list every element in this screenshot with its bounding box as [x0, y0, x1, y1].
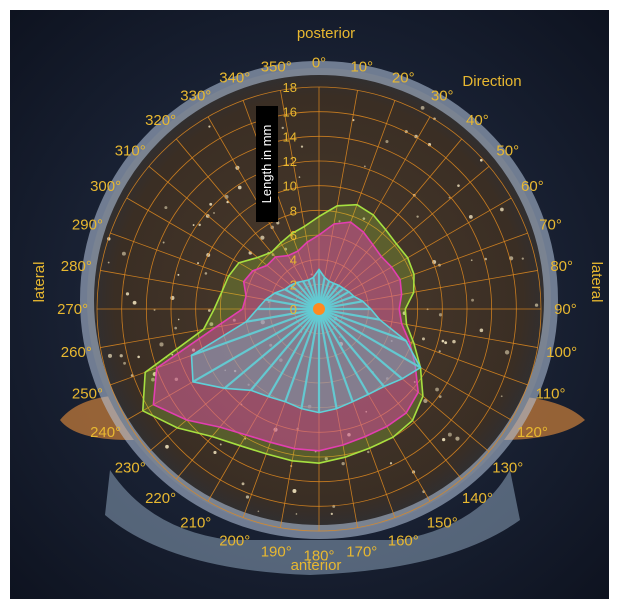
angle-tick-70: 70°	[539, 217, 562, 234]
radial-tick-0: 0	[290, 302, 297, 317]
center-point	[313, 303, 325, 315]
radial-tick-16: 16	[283, 105, 297, 120]
series-0-ray-260	[245, 307, 320, 323]
angle-tick-120: 120°	[517, 424, 548, 441]
angle-tick-170: 170°	[346, 544, 377, 561]
angle-tick-220: 220°	[145, 490, 176, 507]
grid-spoke-320	[175, 138, 320, 310]
angle-tick-90: 90°	[554, 301, 577, 318]
direction-label-right: lateral	[588, 262, 605, 303]
angle-tick-310: 310°	[115, 143, 146, 160]
series-0-ray-300	[284, 288, 320, 310]
angle-tick-50: 50°	[496, 143, 519, 160]
series-0-ray-160	[317, 308, 354, 403]
angle-tick-240: 240°	[90, 424, 121, 441]
radial-tick-18: 18	[283, 80, 297, 95]
radial-tick-12: 12	[283, 154, 297, 169]
angle-tick-150: 150°	[427, 514, 458, 531]
grid-spoke-30	[318, 116, 431, 310]
grid-spoke-340	[242, 100, 320, 310]
series-0-ray-290	[274, 291, 320, 311]
series-0-ray-220	[249, 308, 320, 391]
series-0-ray-190	[300, 308, 321, 409]
angle-tick-330: 330°	[180, 88, 211, 105]
series-layer	[141, 203, 424, 465]
angle-tick-180: 180°	[303, 547, 334, 564]
series-0-ray-150	[318, 308, 370, 395]
series-0-ray-80	[318, 300, 363, 311]
grid-spoke-60	[318, 197, 512, 310]
angle-tick-340: 340°	[219, 69, 250, 86]
radial-axis-label: Length in mm	[259, 125, 274, 204]
angle-tick-10: 10°	[350, 58, 373, 75]
direction-label-top: posterior	[297, 25, 355, 42]
angle-tick-230: 230°	[115, 459, 146, 476]
angle-tick-270: 270°	[57, 301, 88, 318]
series-0-ray-110	[318, 307, 407, 342]
angle-tick-350: 350°	[261, 58, 292, 75]
angle-axis-label: Direction	[462, 73, 521, 90]
radial-tick-6: 6	[290, 228, 297, 243]
angle-tick-60: 60°	[521, 178, 544, 195]
grid-spoke-40	[318, 138, 463, 310]
series-0-ray-140	[318, 308, 385, 388]
radial-tick-14: 14	[283, 129, 297, 144]
series-0-ray-210	[267, 308, 320, 398]
series-2-area	[141, 203, 424, 465]
series-0-ray-240	[192, 308, 320, 383]
angle-tick-20: 20°	[392, 69, 415, 86]
series-0-ray-170	[317, 308, 338, 409]
angle-tick-190: 190°	[261, 544, 292, 561]
grid-spoke-50	[318, 165, 490, 310]
angle-tick-200: 200°	[219, 533, 250, 550]
radial-tick-10: 10	[283, 179, 297, 194]
grid-spoke-350	[280, 90, 320, 310]
angle-tick-300: 300°	[90, 178, 121, 195]
angle-tick-290: 290°	[72, 217, 103, 234]
angle-tick-130: 130°	[492, 459, 523, 476]
radial-axis-label-box	[256, 106, 278, 222]
radial-tick-2: 2	[290, 277, 297, 292]
series-0-ray-120	[318, 308, 422, 369]
angle-tick-320: 320°	[145, 112, 176, 129]
angle-tick-80: 80°	[550, 258, 573, 275]
angle-tick-100: 100°	[546, 344, 577, 361]
direction-label-left: lateral	[31, 262, 48, 303]
polar-labels: 0° 10°20°30°40°50°60°70°80°90°100°110°120…	[57, 55, 577, 565]
series-0-ray-100	[318, 307, 380, 321]
series-0-ray-250	[191, 307, 320, 357]
angle-tick-210: 210°	[180, 514, 211, 531]
angle-tick-250: 250°	[72, 385, 103, 402]
angle-tick-40: 40°	[466, 112, 489, 129]
series-0-ray-200	[284, 308, 321, 403]
series-0-ray-130	[318, 308, 403, 380]
angle-tick-280: 280°	[61, 258, 92, 275]
angle-tick-260: 260°	[61, 344, 92, 361]
angle-tick-0: 0°	[312, 55, 326, 72]
direction-label-bottom: anterior	[291, 557, 342, 574]
radial-tick-8: 8	[290, 203, 297, 218]
angle-tick-160: 160°	[388, 533, 419, 550]
series-0-ray-230	[223, 308, 320, 390]
angle-tick-110: 110°	[536, 385, 566, 402]
series-0-ray-280	[265, 298, 320, 311]
grid-spoke-10	[318, 90, 358, 310]
angle-tick-30: 30°	[431, 88, 454, 105]
radial-tick-4: 4	[290, 253, 297, 268]
angle-tick-140: 140°	[462, 490, 493, 507]
